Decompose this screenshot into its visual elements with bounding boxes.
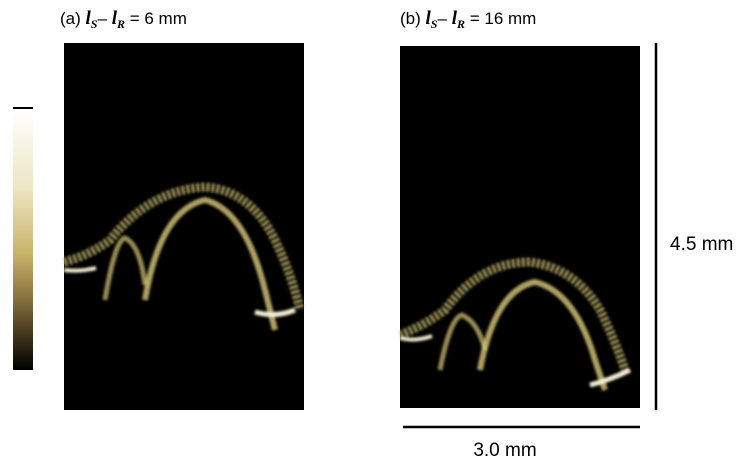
panel-title: (a) lS– lR = 6 mm (60, 8, 187, 31)
scale-label: 3.0 mm (473, 440, 536, 461)
oct-image (64, 43, 304, 410)
colorbar (13, 110, 33, 370)
figure: (a) lS– lR = 6 mm (b) lS– lR = 16 mm 4.5… (0, 0, 744, 466)
scale-label: 4.5 mm (670, 234, 733, 255)
panel-title: (b) lS– lR = 16 mm (400, 8, 536, 31)
oct-image (400, 46, 640, 408)
